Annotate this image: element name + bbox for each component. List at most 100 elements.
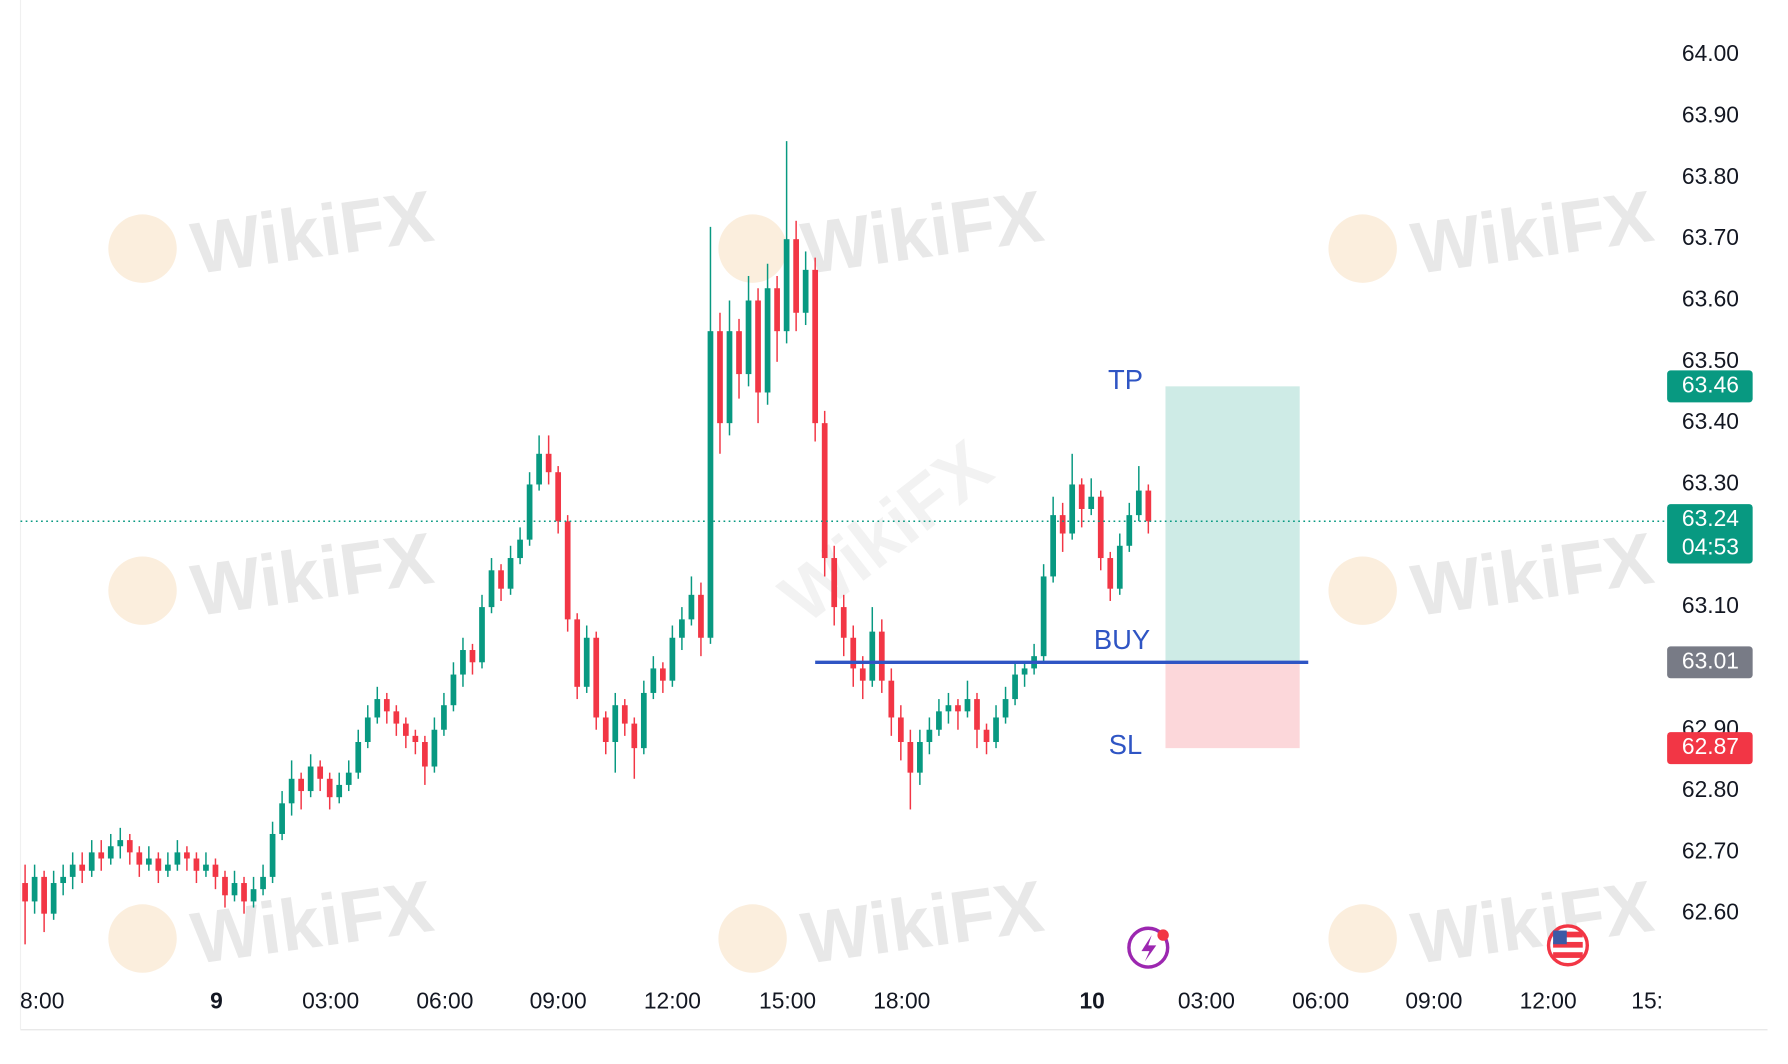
candle-body	[298, 778, 304, 792]
price-badge-label: 63.24	[1682, 505, 1739, 531]
countdown-label: 04:53	[1682, 534, 1739, 560]
candle-body	[222, 876, 228, 896]
watermark-logo	[108, 904, 177, 973]
x-tick-label: 8:00	[20, 987, 64, 1013]
candle-body	[640, 692, 647, 749]
y-tick-label: 63.70	[1682, 224, 1739, 250]
candle-body	[679, 619, 685, 638]
candle-body	[936, 711, 942, 730]
candle-body	[145, 858, 152, 865]
y-tick-label: 63.90	[1682, 102, 1739, 128]
candle-body	[317, 766, 324, 779]
candle-body	[793, 239, 799, 313]
candle-body	[974, 699, 980, 730]
candle-body	[888, 680, 895, 718]
pos-layer	[1165, 386, 1300, 749]
candle-body	[79, 864, 86, 871]
y-tick-label: 64.00	[1682, 40, 1739, 66]
candle-body	[545, 453, 552, 473]
candle-body	[412, 735, 419, 742]
y-tick-label: 63.30	[1682, 469, 1739, 495]
candle-body	[307, 766, 314, 792]
sl-label: SL	[1109, 729, 1142, 760]
candle-body	[602, 717, 609, 742]
candle-body	[498, 570, 504, 589]
candle-body	[364, 717, 371, 742]
candle-body	[1126, 515, 1133, 546]
candle-body	[184, 852, 190, 859]
price-badge	[1667, 646, 1753, 679]
candle-body	[755, 300, 761, 393]
candle-body	[1069, 484, 1076, 534]
candle-body	[802, 269, 809, 313]
candle-body	[707, 331, 714, 638]
candle-body	[469, 650, 476, 663]
candle-body	[1040, 576, 1047, 657]
candle-body	[555, 472, 562, 522]
price-badge	[1667, 504, 1753, 564]
candle-body	[441, 705, 447, 730]
candle-body	[526, 484, 533, 540]
x-tick-label: 09:00	[1405, 987, 1462, 1013]
candle-body	[288, 778, 295, 804]
candle-body	[326, 778, 333, 798]
candle-body	[726, 331, 733, 424]
x-tick-label: 15:	[1631, 987, 1663, 1013]
lines-layer: TP BUY SL	[20, 364, 1668, 760]
candle-body	[431, 729, 438, 767]
candle-body	[1097, 496, 1104, 559]
x-tick-label: 09:00	[530, 987, 587, 1013]
candle-body	[212, 864, 219, 877]
candle-body	[60, 876, 67, 884]
candle-body	[1078, 484, 1085, 509]
candle-body	[479, 607, 485, 663]
candle-body	[621, 705, 628, 724]
price-badge-label: 63.46	[1682, 371, 1739, 397]
candle-body	[355, 741, 362, 773]
candle-body	[1145, 490, 1152, 522]
entry-label: BUY	[1094, 624, 1150, 655]
candle-body	[155, 858, 162, 871]
candle-body	[488, 570, 495, 608]
candle-body	[174, 852, 181, 865]
candle-body	[917, 741, 923, 773]
axis-layer: 62.6062.7062.8062.9063.0063.1063.2063.30…	[20, 40, 1739, 1013]
candle-body	[374, 699, 381, 718]
watermark-logo	[718, 904, 787, 973]
candle-body	[260, 876, 266, 890]
x-tick-label: 18:00	[873, 987, 930, 1013]
candle-body	[717, 331, 723, 424]
candle-body	[774, 288, 780, 332]
candle-body	[1002, 699, 1009, 718]
candle-body	[764, 288, 771, 393]
flag-stripe	[1553, 952, 1583, 958]
candle-body	[878, 631, 885, 681]
candle-body	[536, 453, 542, 485]
candle-body	[517, 539, 523, 559]
candle-body	[165, 864, 171, 871]
candle-body	[612, 705, 619, 742]
candle-body	[736, 331, 742, 375]
candle-body	[393, 711, 400, 724]
candle-body	[117, 840, 124, 847]
candle-body	[574, 619, 581, 687]
events-icon[interactable]	[1127, 926, 1170, 969]
candle-body	[669, 637, 676, 681]
candle-body	[783, 239, 790, 332]
price-badge	[1667, 732, 1753, 765]
watermark-logo	[718, 214, 787, 283]
icons	[1127, 924, 1590, 969]
y-tick-label: 63.60	[1682, 286, 1739, 312]
candle-body	[983, 729, 990, 742]
candle-body	[945, 705, 952, 712]
candle-body	[831, 558, 838, 608]
candle-body	[107, 846, 114, 859]
candle-body	[88, 852, 95, 871]
candle-body	[926, 729, 933, 742]
candle-body	[964, 699, 971, 712]
candle-body	[1088, 496, 1095, 509]
candle-body	[821, 423, 828, 559]
candle-body	[1116, 545, 1123, 589]
x-tick-label: 06:00	[1292, 987, 1349, 1013]
